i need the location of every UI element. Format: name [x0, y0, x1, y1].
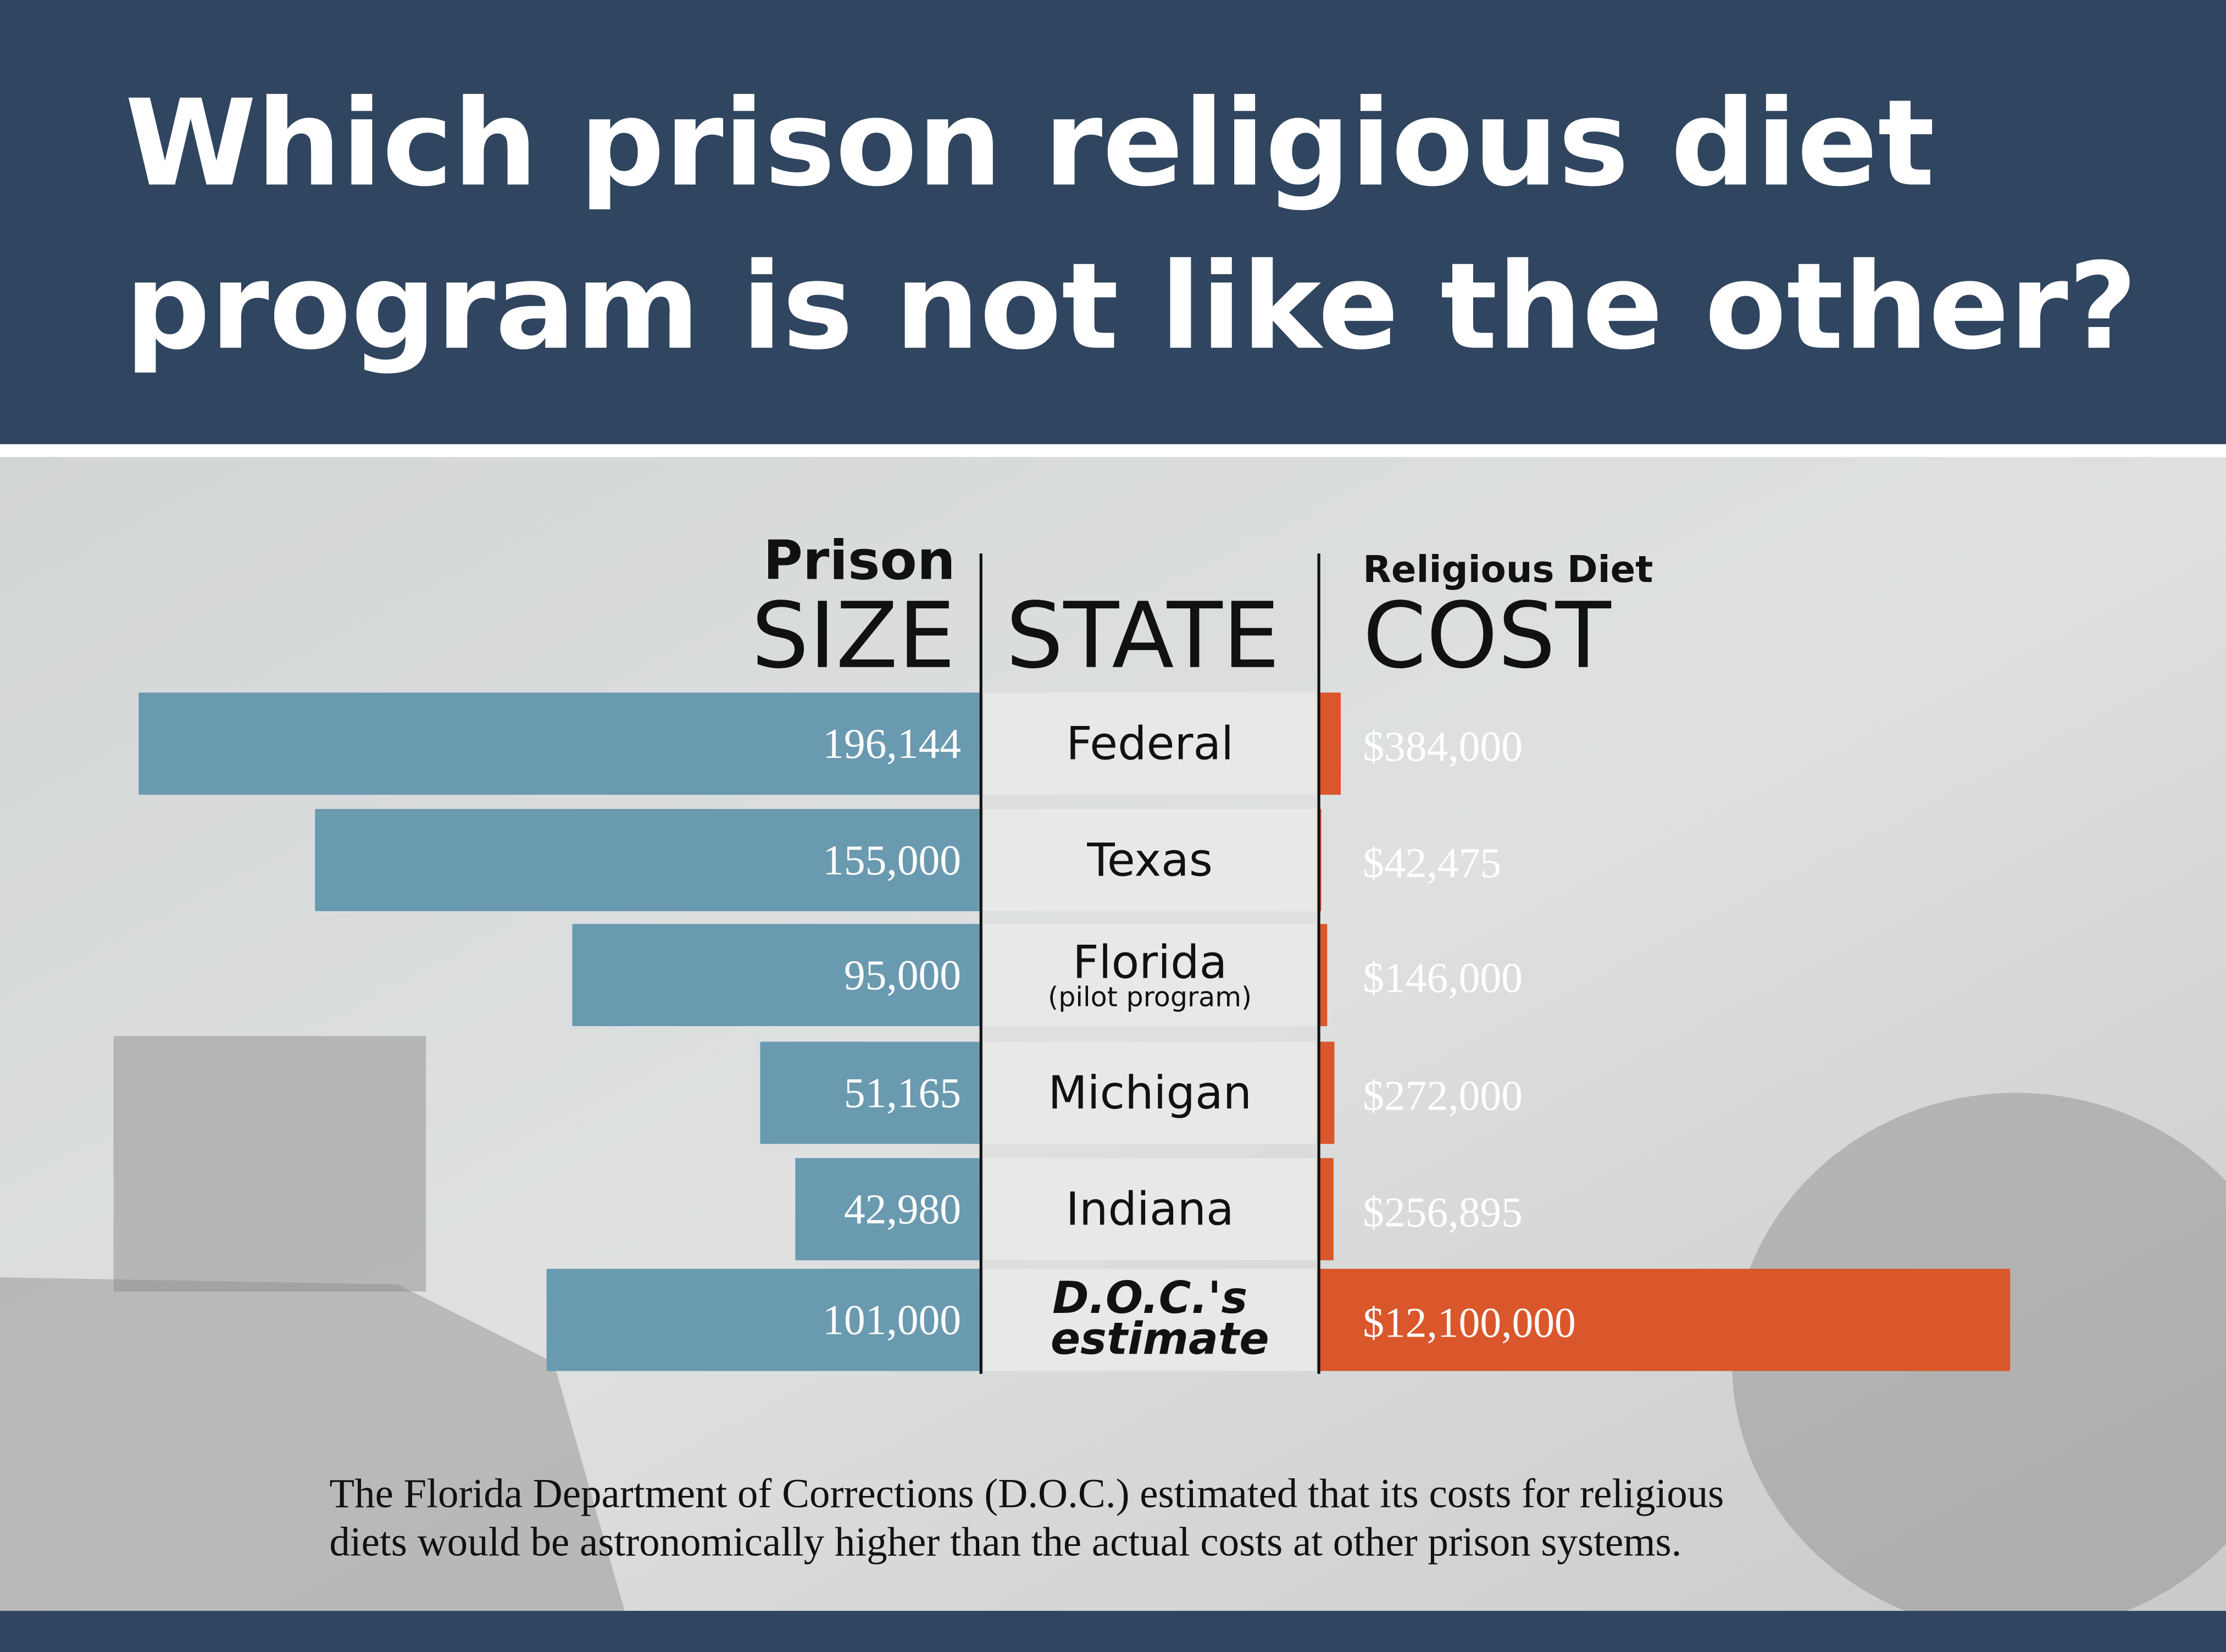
size-bar	[546, 1268, 980, 1371]
state-label-box: D.O.C.'s estimate	[984, 1269, 1316, 1371]
size-label: 155,000	[823, 836, 961, 884]
state-label: Indiana	[1065, 1182, 1234, 1237]
title-line: program is not like the other?	[125, 238, 2137, 376]
cost-label: $384,000	[1363, 723, 1523, 770]
size-label: 42,980	[844, 1185, 961, 1233]
state-box: Michigan	[984, 1042, 1316, 1144]
state-cell	[984, 1041, 1316, 1144]
size-label: 101,000	[823, 1296, 961, 1344]
cost-label: $146,000	[1363, 954, 1523, 1001]
title-band	[0, 0, 2226, 445]
size-bar	[760, 1041, 980, 1144]
state-box: Texas	[984, 809, 1316, 911]
cost-bar	[1319, 924, 1328, 1027]
state-label: Texas	[1087, 833, 1213, 888]
state-label: Michigan	[1048, 1066, 1252, 1120]
size-bar	[315, 809, 980, 911]
state-label-box: Texas	[984, 809, 1316, 911]
bottom-band	[0, 1611, 2226, 1652]
state-label-box: Federal	[984, 692, 1316, 795]
state-cell	[984, 692, 1316, 795]
cost-bar	[1319, 1268, 2011, 1371]
size-kicker: Prison	[763, 530, 956, 592]
cost-label: $256,895	[1363, 1188, 1523, 1235]
state-note: (pilot program)	[1048, 981, 1252, 1013]
state-cell	[984, 1268, 1316, 1371]
cost-bar	[1319, 1041, 1335, 1144]
state-label-box: Michigan	[984, 1042, 1316, 1144]
state-label: D.O.C.'s estimate	[1050, 1272, 1269, 1366]
state-box: D.O.C.'s estimate	[984, 1269, 1316, 1371]
state-cell	[984, 924, 1316, 1027]
footnote: The Florida Department of Corrections (D…	[329, 1471, 1724, 1517]
state-box: Florida(pilot program)	[984, 924, 1316, 1026]
state-header: STATE	[1006, 583, 1280, 689]
size-bar	[138, 692, 980, 795]
state-box: Indiana	[984, 1158, 1316, 1260]
state-label: Federal	[1066, 717, 1234, 771]
footnote: diets would be astronomically higher tha…	[329, 1519, 1681, 1565]
size-label: 196,144	[823, 720, 961, 767]
cost-label: $42,475	[1363, 839, 1501, 886]
state-cell	[984, 1158, 1316, 1261]
state-cell	[984, 809, 1316, 911]
state-box: Federal	[984, 692, 1316, 795]
state-label-box: Florida (pilot program)	[984, 924, 1316, 1026]
size-label: 95,000	[844, 951, 961, 999]
cost-header: COST	[1363, 583, 1612, 689]
state-label-box: Indiana	[984, 1158, 1316, 1260]
size-header: SIZE	[751, 583, 955, 689]
cost-kicker: Religious Diet	[1363, 548, 1653, 591]
size-bar	[795, 1158, 980, 1261]
cost-label: $272,000	[1363, 1072, 1523, 1119]
size-bar	[572, 924, 980, 1027]
title-line: Which prison religious diet	[125, 75, 1935, 213]
state-label: Florida	[1073, 934, 1228, 989]
size-label: 51,165	[844, 1069, 961, 1116]
cost-bar	[1319, 1158, 1334, 1261]
wall-photo	[0, 1277, 625, 1611]
tower-photo	[113, 1036, 426, 1292]
cost-bar	[1319, 692, 1341, 795]
cost-label: $12,100,000	[1363, 1299, 1576, 1346]
divider	[0, 444, 2226, 457]
